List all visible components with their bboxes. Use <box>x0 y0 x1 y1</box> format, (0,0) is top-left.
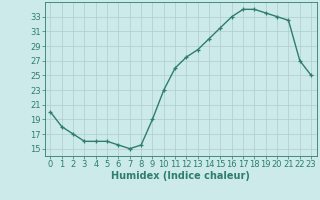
X-axis label: Humidex (Indice chaleur): Humidex (Indice chaleur) <box>111 171 250 181</box>
